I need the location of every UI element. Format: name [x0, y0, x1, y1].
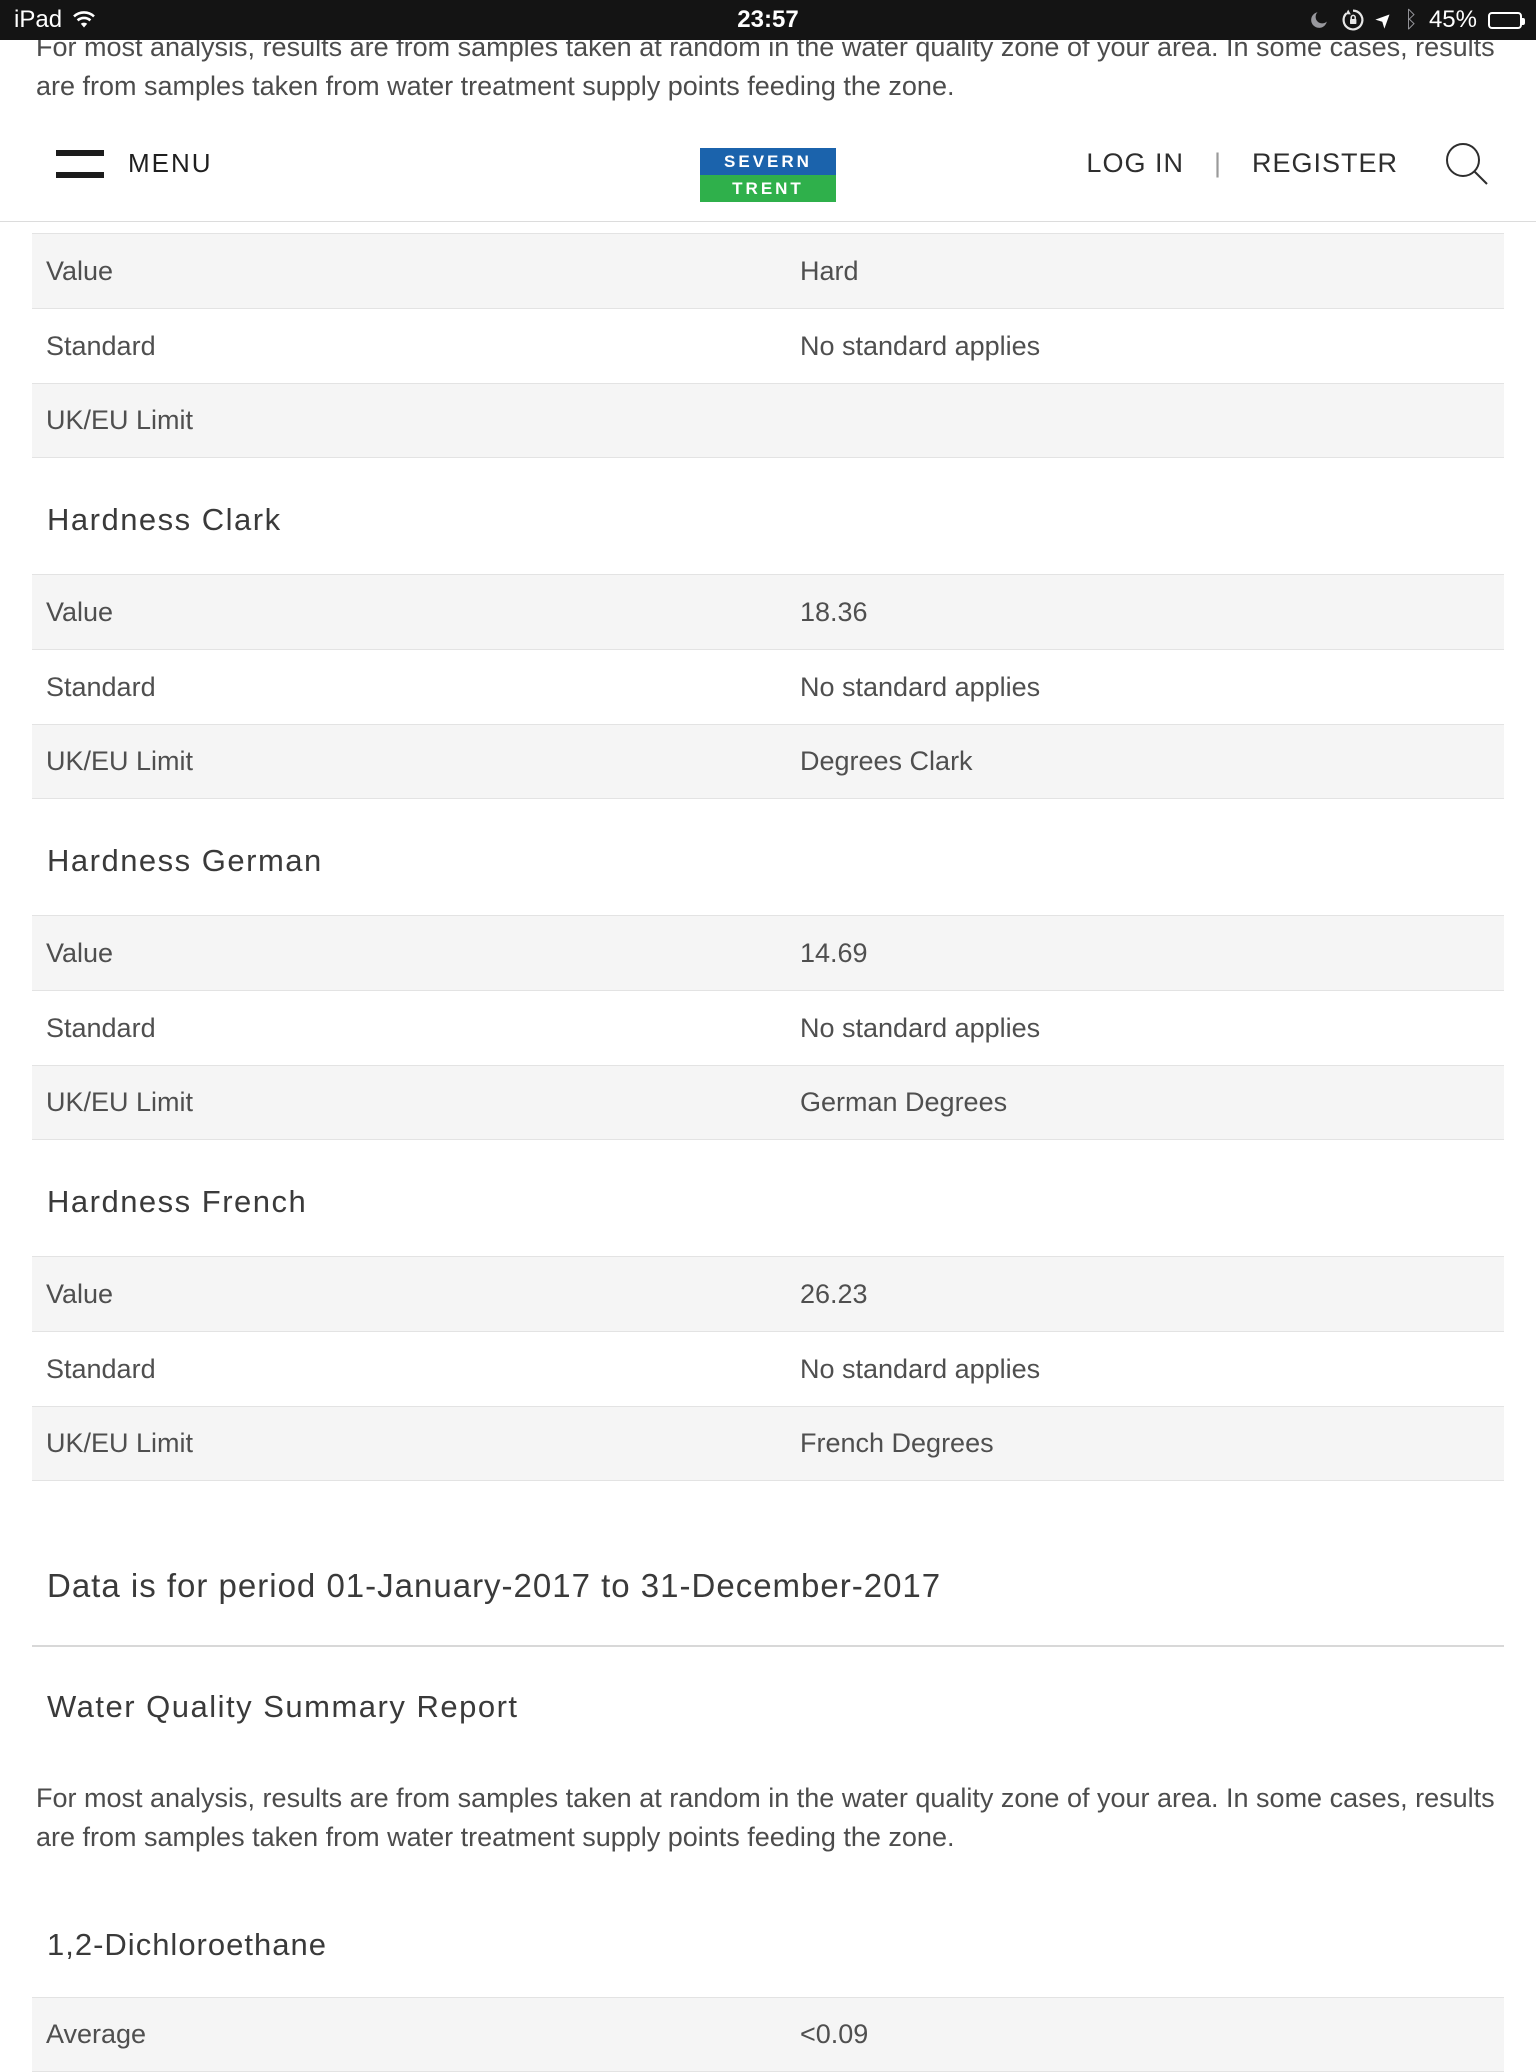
- row-value: No standard applies: [800, 330, 1041, 361]
- severn-trent-logo[interactable]: SEVERN TRENT: [700, 148, 836, 202]
- data-table: Value Hard Standard No standard applies …: [32, 233, 1504, 458]
- row-label: Value: [46, 255, 114, 286]
- menu-button[interactable]: MENU: [56, 148, 213, 179]
- auth-links: LOG IN | REGISTER: [1086, 140, 1492, 188]
- menu-label: MENU: [128, 148, 213, 178]
- data-table: Value 26.23 Standard No standard applies…: [32, 1256, 1504, 1481]
- row-label: UK/EU Limit: [46, 1087, 194, 1117]
- battery-icon: [1488, 11, 1525, 29]
- status-bar: iPad 23:57 ➤ ᛒ 45%: [0, 0, 1536, 40]
- data-table: Value 18.36 Standard No standard applies…: [32, 574, 1504, 799]
- row-value: No standard applies: [800, 1353, 1041, 1384]
- table-row: Standard No standard applies: [32, 649, 1504, 724]
- rotation-lock-icon: [1341, 8, 1365, 32]
- parameter-section-hardness-german: Hardness German Value 14.69 Standard No …: [32, 843, 1504, 1140]
- row-value: <0.09: [800, 2019, 869, 2049]
- row-label: UK/EU Limit: [46, 746, 194, 776]
- row-value: French Degrees: [800, 1428, 994, 1458]
- battery-percent: 45%: [1428, 6, 1477, 33]
- table-row: UK/EU Limit: [32, 383, 1504, 458]
- table-row: Standard No standard applies: [32, 308, 1504, 383]
- summary-report-section: Water Quality Summary Report For most an…: [32, 1689, 1504, 1857]
- location-icon: ➤: [1371, 6, 1399, 34]
- period-heading: Data is for period 01-January-2017 to 31…: [47, 1567, 942, 1604]
- section-title: Hardness French: [47, 1184, 308, 1219]
- table-row: Value Hard: [32, 233, 1504, 308]
- parameter-section-hardness-french: Hardness French Value 26.23 Standard No …: [32, 1184, 1504, 1481]
- section-divider: [32, 1645, 1504, 1647]
- summary-paragraph: For most analysis, results are from samp…: [36, 1783, 1495, 1852]
- table-row: UK/EU Limit German Degrees: [32, 1065, 1504, 1140]
- login-link[interactable]: LOG IN: [1086, 148, 1184, 178]
- row-label: Average: [46, 2019, 147, 2049]
- wifi-icon: [71, 10, 97, 30]
- page-content: Value Hard Standard No standard applies …: [0, 222, 1536, 2072]
- row-label: Standard: [46, 330, 156, 361]
- table-row: UK/EU Limit Degrees Clark: [32, 724, 1504, 799]
- moon-icon: [1308, 9, 1330, 31]
- hamburger-icon: [56, 149, 104, 178]
- device-label: iPad: [14, 6, 63, 33]
- row-value: German Degrees: [800, 1087, 1008, 1117]
- table-row: UK/EU Limit French Degrees: [32, 1406, 1504, 1481]
- table-row: Value 18.36: [32, 574, 1504, 649]
- auth-separator: |: [1213, 148, 1222, 178]
- parameter-section-dichloroethane: 1,2-Dichloroethane Average <0.09: [32, 1927, 1504, 2072]
- summary-report-title: Water Quality Summary Report: [47, 1689, 519, 1724]
- row-label: Standard: [46, 1353, 156, 1384]
- row-label: UK/EU Limit: [46, 1428, 194, 1458]
- parameter-title: 1,2-Dichloroethane: [47, 1927, 327, 1962]
- parameter-section-hardness: Value Hard Standard No standard applies …: [32, 233, 1504, 458]
- table-row: Average <0.09: [32, 1997, 1504, 2072]
- row-label: Standard: [46, 1012, 156, 1043]
- section-title: Hardness Clark: [47, 502, 282, 537]
- row-value: No standard applies: [800, 671, 1041, 702]
- row-value: 26.23: [800, 1278, 868, 1309]
- row-label: UK/EU Limit: [46, 405, 194, 435]
- table-row: Standard No standard applies: [32, 1331, 1504, 1406]
- row-value: Hard: [800, 255, 859, 286]
- table-row: Value 14.69: [32, 915, 1504, 990]
- search-icon[interactable]: [1442, 140, 1492, 188]
- row-value: Degrees Clark: [800, 746, 973, 776]
- status-time: 23:57: [737, 6, 799, 33]
- row-label: Value: [46, 937, 114, 968]
- site-header: MENU SEVERN TRENT LOG IN | REGISTER: [0, 106, 1536, 222]
- row-value: 18.36: [800, 596, 868, 627]
- row-label: Value: [46, 596, 114, 627]
- data-table: Average <0.09: [32, 1997, 1504, 2072]
- data-table: Value 14.69 Standard No standard applies…: [32, 915, 1504, 1140]
- row-value: No standard applies: [800, 1012, 1041, 1043]
- row-label: Value: [46, 1278, 114, 1309]
- row-value: 14.69: [800, 937, 868, 968]
- logo-line-severn: SEVERN: [700, 148, 836, 175]
- parameter-section-hardness-clark: Hardness Clark Value 18.36 Standard No s…: [32, 502, 1504, 799]
- bluetooth-icon: ᛒ: [1404, 6, 1418, 33]
- register-link[interactable]: REGISTER: [1251, 148, 1398, 178]
- section-title: Hardness German: [47, 843, 323, 878]
- logo-line-trent: TRENT: [700, 175, 836, 202]
- row-label: Standard: [46, 671, 156, 702]
- table-row: Standard No standard applies: [32, 990, 1504, 1065]
- table-row: Value 26.23: [32, 1256, 1504, 1331]
